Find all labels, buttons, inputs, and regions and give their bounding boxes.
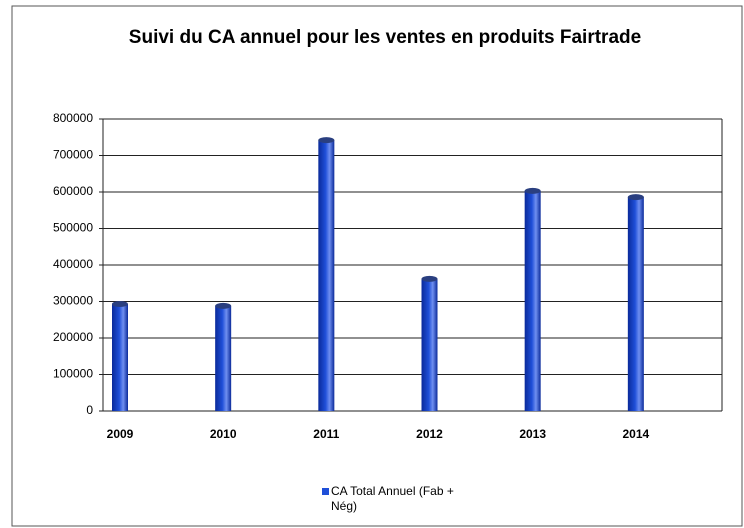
bar (627, 197, 644, 411)
bar-cap (112, 301, 128, 308)
legend-label: CA Total Annuel (Fab + Nég) (331, 484, 454, 513)
chart-frame (11, 5, 743, 527)
x-tick-label: 2009 (107, 427, 134, 441)
bar (112, 304, 128, 411)
y-tick-label: 500000 (53, 221, 93, 235)
bar-cap (318, 137, 335, 144)
y-tick-label: 300000 (53, 294, 93, 308)
x-tick-label: 2012 (416, 427, 443, 441)
y-tick-label: 800000 (53, 111, 93, 125)
bar (215, 305, 232, 411)
y-tick-label: 700000 (53, 148, 93, 162)
bar (421, 278, 438, 411)
chart-title: Suivi du CA annuel pour les ventes en pr… (129, 27, 641, 48)
y-tick-label: 600000 (53, 184, 93, 198)
bar-cap (524, 187, 541, 194)
x-tick-label: 2011 (313, 427, 339, 441)
bar (524, 190, 541, 411)
y-tick-label: 0 (86, 403, 93, 417)
legend-swatch (322, 488, 329, 495)
bar-cap (421, 275, 438, 282)
x-tick-label: 2014 (622, 427, 649, 441)
bar-cap (627, 194, 644, 201)
x-tick-label: 2010 (210, 427, 237, 441)
legend: CA Total Annuel (Fab + Nég) (322, 484, 462, 514)
y-tick-label: 200000 (53, 330, 93, 344)
bar (318, 140, 335, 412)
x-tick-label: 2013 (519, 427, 546, 441)
y-tick-label: 100000 (53, 367, 93, 381)
y-tick-label: 400000 (53, 257, 93, 271)
bar-cap (215, 302, 232, 309)
